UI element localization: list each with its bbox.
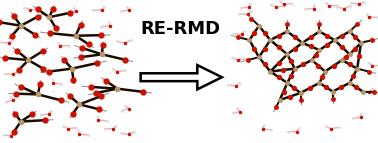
Text: RE-RMD: RE-RMD [141,20,221,38]
FancyArrow shape [141,65,222,89]
